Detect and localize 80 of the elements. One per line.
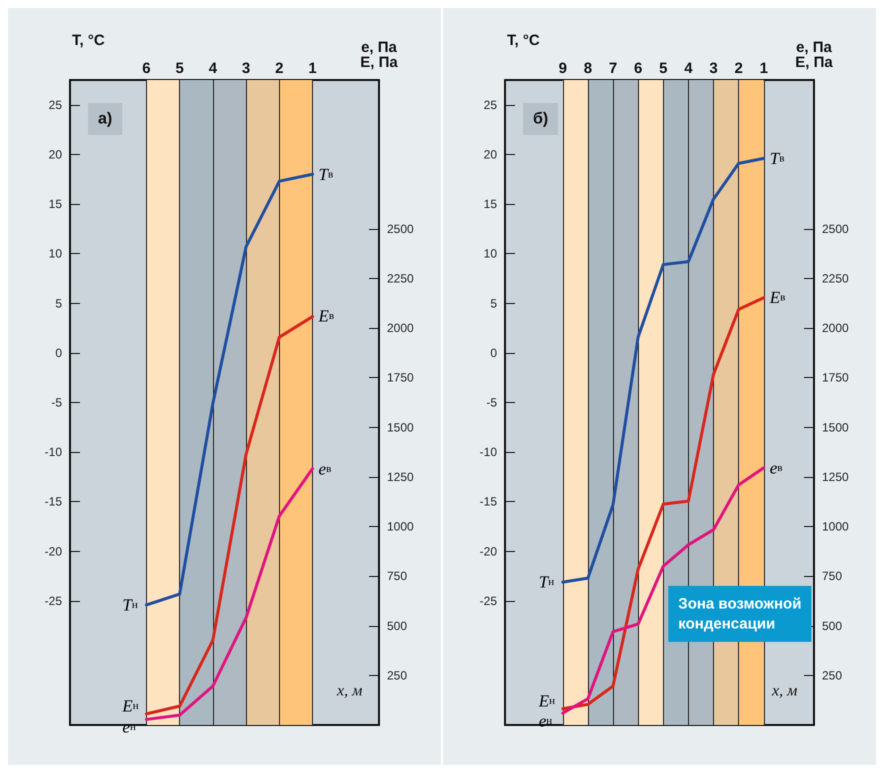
x-tick-label: 6 [142,60,151,77]
x-tick-label: 1 [308,60,317,77]
y2-tick-label: 500 [387,618,408,633]
x-tick-label: 5 [659,60,668,77]
x-tick-label: 3 [709,60,718,77]
y-tick-label: -20 [480,544,498,558]
annotation: Tв [770,148,784,168]
y-tick-label: 20 [484,147,498,162]
annotation: Зона возможной конденсации [678,595,802,632]
y2-tick-label: 1500 [822,420,850,434]
x-tick-label: 9 [558,60,567,77]
text: б) [533,110,548,128]
y-tick-label: -20 [44,544,62,558]
y-tick-label: -5 [51,396,62,410]
annotation: Tн [538,572,554,592]
x-axis-title: x, м [771,682,798,700]
y-tick-label: 5 [55,296,62,310]
annotation: eв [770,458,783,478]
x-tick-label: 1 [760,60,768,77]
y2-tick-label: 2250 [387,271,414,286]
line-series [144,315,314,716]
y-tick-label: -10 [44,445,62,460]
y2-tick-label: 2500 [822,222,850,236]
x-tick-label: 7 [608,60,618,77]
y-tick-label: -15 [44,494,62,509]
annotation: eв [318,459,332,478]
y2-tick-label: 750 [822,569,842,584]
annotation: Eв [768,288,786,307]
x-tick-label: 2 [275,60,284,77]
y2-tick-label: 500 [822,618,842,633]
y2-tick-label: 250 [387,668,408,682]
y-tick-label: 0 [490,346,498,360]
y-tick-label: 5 [490,296,498,310]
y2-tick-label: 750 [387,569,408,584]
annotation: Eн [121,696,139,716]
x-tick-label: 8 [584,60,592,77]
y2-tick-label: 1750 [822,370,850,385]
y-tick-label: 20 [48,147,62,162]
x-tick-label: 3 [242,60,250,77]
y-tick-label: -5 [486,396,498,410]
annotation: Tв [318,164,334,184]
y2-tick-label: 1500 [387,420,414,434]
y-axis-title: T, °C [72,32,105,49]
annotation: Eн [538,692,556,711]
y-tick-label: -25 [480,594,498,608]
y2-tick-label: 2000 [387,321,414,336]
y2-tick-label: 1750 [387,370,414,385]
line-series [561,156,766,584]
annotation: Tн [122,595,138,614]
y2-tick-label: 2500 [387,222,414,236]
y-tick-label: 25 [48,98,62,112]
y-tick-label: 15 [484,197,498,212]
y2-tick-label: 1250 [822,470,850,484]
y2-tick-label: 2250 [822,271,850,286]
y-tick-label: -10 [480,445,498,460]
x-tick-label: 6 [634,60,642,77]
x-tick-label: 4 [684,60,694,77]
y-tick-label: 15 [48,197,62,212]
y2-axis-title: e, Па E, Па [360,39,398,71]
x-tick-label: 4 [208,60,218,77]
y-tick-label: 10 [48,246,62,261]
y-tick-label: 25 [484,98,498,112]
text: а) [98,110,112,128]
y2-tick-label: 2000 [822,321,850,336]
line-series [144,172,314,606]
y2-tick-label: 1000 [387,520,414,534]
line-series [144,467,314,721]
x-axis-title: x, м [336,682,362,700]
y-tick-label: -25 [44,594,62,608]
annotation: Eв [318,306,334,326]
y2-tick-label: 250 [822,668,842,682]
x-tick-label: 5 [175,60,184,77]
y2-tick-label: 1250 [387,470,414,484]
y-tick-label: 0 [55,346,62,360]
x-tick-label: 2 [734,60,743,77]
y-tick-label: -15 [480,494,498,509]
y2-axis-title: e, Па E, Па [795,39,834,71]
y2-tick-label: 1000 [822,520,850,534]
y-axis-title: T, °C [507,32,540,49]
y-tick-label: 10 [484,246,498,261]
